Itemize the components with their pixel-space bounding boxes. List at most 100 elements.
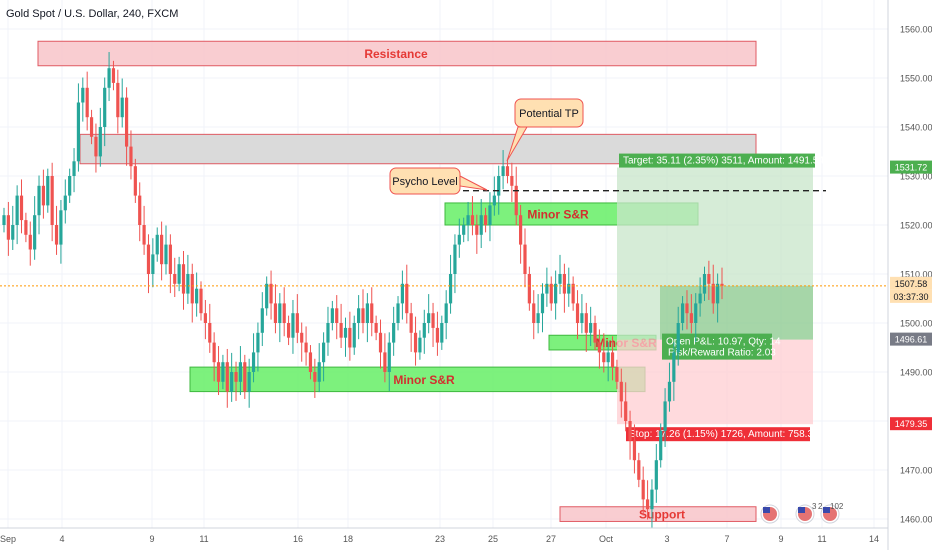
- candle-body: [190, 274, 194, 304]
- price-label-text: 03:37:30: [893, 292, 928, 302]
- candle-body: [6, 215, 10, 240]
- price-label-target: [890, 160, 932, 174]
- candle-body: [637, 460, 641, 480]
- time-tick-label: 27: [546, 534, 556, 544]
- candle-body: [221, 362, 225, 382]
- candle-body: [260, 308, 264, 333]
- candle-body: [164, 244, 168, 265]
- candle-body: [300, 332, 304, 343]
- price-axis[interactable]: 1460.001470.001480.001490.001500.001510.…: [887, 0, 932, 550]
- zone-label: Minor S&R: [527, 207, 589, 221]
- candle-body: [81, 87, 85, 103]
- us-flag-icon: [763, 507, 770, 513]
- candle-body: [269, 283, 273, 304]
- candle-body: [11, 225, 15, 240]
- price-tick-label: 1550.00: [900, 74, 932, 84]
- candle-body: [63, 195, 67, 211]
- time-tick-label: 7: [724, 534, 729, 544]
- candle-body: [94, 136, 98, 157]
- candle-body: [15, 195, 19, 225]
- candle-body: [186, 274, 190, 294]
- candle-body: [680, 303, 685, 323]
- candle-body: [632, 440, 637, 461]
- annotation-text: Psycho Level: [392, 176, 457, 188]
- candle-body: [558, 274, 562, 284]
- candle-body: [702, 274, 707, 294]
- candle-body: [46, 176, 50, 206]
- candle-body: [321, 342, 326, 363]
- candle-body: [374, 323, 378, 333]
- candle-body: [251, 352, 256, 372]
- time-tick-label: 11: [199, 534, 208, 544]
- target-label-box: [619, 153, 815, 168]
- us-flag-icon: [823, 507, 830, 513]
- risk-reward-label: Risk/Reward Ratio: 2.03: [668, 348, 776, 359]
- price-tick-label: 1530.00: [900, 172, 932, 182]
- candle-body: [98, 127, 102, 157]
- candle-body: [448, 274, 453, 304]
- candle-body: [72, 161, 76, 176]
- price-tick-label: 1520.00: [900, 221, 932, 231]
- price-tick-label: 1540.00: [900, 123, 932, 133]
- candle-body: [453, 244, 457, 274]
- candle-body: [124, 97, 129, 147]
- candle-body: [151, 254, 155, 274]
- candle-body: [33, 215, 37, 250]
- candle-body: [672, 352, 676, 382]
- candle-body: [584, 313, 588, 333]
- long-position-tool[interactable]: Target: 35.11 (2.35%) 3511, Amount: 1491…: [617, 153, 824, 442]
- zone-minor: [189, 366, 646, 393]
- candle-body: [370, 303, 374, 323]
- candle-body: [571, 283, 575, 304]
- candle-body: [142, 225, 146, 245]
- candle-body: [68, 176, 72, 196]
- candle-body: [567, 283, 571, 294]
- candle-body: [203, 313, 207, 323]
- candle-body: [694, 303, 698, 323]
- time-tick-label: 23: [435, 534, 445, 544]
- price-label-entry: [890, 332, 932, 346]
- candle-body: [409, 313, 413, 333]
- price-label-last: [890, 276, 932, 290]
- candle-body: [641, 479, 645, 500]
- time-axis[interactable]: Sep 4 9 11 16 18 23 25 27 Oct 3 7 9 11 14: [0, 527, 888, 544]
- price-label-countdown: [890, 289, 932, 303]
- candle-body: [667, 381, 672, 402]
- zone-label: Minor S&R: [393, 373, 455, 387]
- candle-body: [24, 220, 28, 235]
- candle-body: [76, 102, 81, 162]
- candle-body: [120, 97, 124, 118]
- price-label-text: 1496.61: [895, 335, 928, 345]
- price-label-text: 1507.58: [895, 279, 928, 289]
- candle-body: [326, 323, 330, 343]
- candle-body: [335, 308, 339, 323]
- candle-body: [418, 337, 422, 353]
- candle-body: [519, 215, 523, 245]
- stop-label: Stop: 17.26 (1.15%) 1726, Amount: 758.36: [629, 429, 819, 440]
- price-label-text: 1479.35: [895, 419, 928, 429]
- candle-body: [85, 87, 89, 118]
- candle-body: [532, 303, 536, 323]
- candle-body: [313, 372, 317, 382]
- price-label-stop: [890, 417, 932, 431]
- candle-body: [282, 303, 286, 323]
- candle-body: [597, 342, 602, 353]
- candle-body: [392, 323, 396, 343]
- candle-body: [278, 303, 282, 323]
- candle-body: [234, 372, 238, 382]
- candle-body: [497, 176, 501, 196]
- annotation-box: [389, 167, 461, 195]
- candle-body: [593, 323, 597, 343]
- pnl-label: Open P&L: 10.97, Qty: 14: [666, 337, 781, 348]
- event-count: 102: [830, 502, 844, 511]
- time-tick-label: 11: [817, 534, 826, 544]
- candle-body: [352, 323, 356, 348]
- candle-body: [462, 225, 466, 235]
- candle-body: [212, 342, 216, 363]
- candle-body: [466, 215, 470, 225]
- candle-body: [602, 352, 606, 363]
- candle-body: [711, 283, 715, 304]
- candle-body: [138, 195, 142, 225]
- candle-body: [348, 327, 352, 348]
